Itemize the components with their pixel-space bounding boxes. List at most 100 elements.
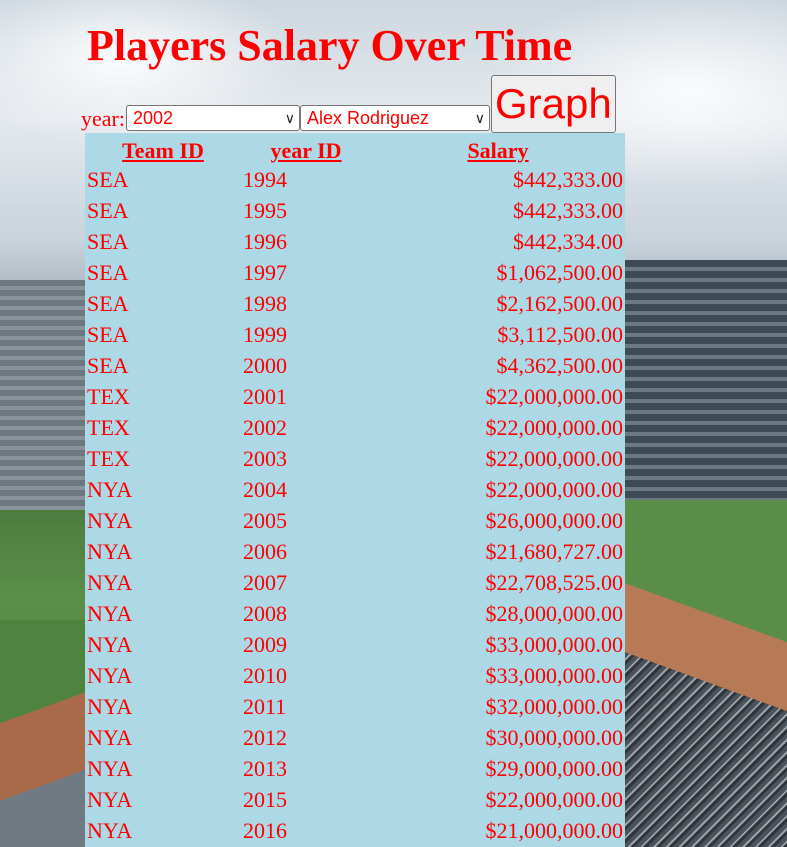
cell-salary: $4,362,500.00	[496, 352, 624, 378]
background-stands-left	[0, 280, 86, 510]
player-select[interactable]: Alex Rodriguez ∨	[299, 105, 490, 131]
cell-salary: $22,708,525.00	[485, 569, 624, 595]
table-row: TEX 2001 $22,000,000.00	[85, 381, 625, 412]
cell-salary: $3,112,500.00	[497, 321, 623, 347]
cell-salary: $32,000,000.00	[485, 693, 624, 719]
cell-team-id: NYA	[87, 569, 133, 595]
cell-year-id: 1999	[243, 321, 287, 347]
table-row: SEA 1997 $1,062,500.00	[85, 257, 625, 288]
cell-team-id: SEA	[87, 290, 129, 316]
cell-year-id: 2000	[243, 352, 287, 378]
cell-year-id: 2006	[243, 538, 287, 564]
cell-salary: $21,000,000.00	[485, 817, 624, 843]
cell-year-id: 2008	[243, 600, 287, 626]
cell-salary: $29,000,000.00	[485, 755, 624, 781]
cell-year-id: 2011	[243, 693, 287, 719]
cell-year-id: 1998	[243, 290, 287, 316]
cell-team-id: TEX	[87, 445, 130, 471]
player-select-value: Alex Rodriguez	[306, 107, 430, 128]
cell-salary: $1,062,500.00	[496, 259, 624, 285]
cell-year-id: 2002	[243, 414, 287, 440]
cell-team-id: NYA	[87, 662, 133, 688]
cell-team-id: NYA	[87, 600, 133, 626]
cell-team-id: SEA	[87, 321, 129, 347]
cell-team-id: TEX	[87, 414, 130, 440]
table-row: NYA 2011 $32,000,000.00	[85, 691, 625, 722]
cell-year-id: 2012	[243, 724, 287, 750]
cell-team-id: NYA	[87, 724, 133, 750]
cell-year-id: 2005	[243, 507, 287, 533]
header-team-id: Team ID	[122, 138, 204, 163]
table-row: SEA 1998 $2,162,500.00	[85, 288, 625, 319]
cell-year-id: 2015	[243, 786, 287, 812]
cell-year-id: 2004	[243, 476, 287, 502]
table-row: SEA 1995 $442,333.00	[85, 195, 625, 226]
table-row: TEX 2002 $22,000,000.00	[85, 412, 625, 443]
background-field-left	[0, 620, 86, 847]
cell-team-id: NYA	[87, 693, 133, 719]
cell-team-id: NYA	[87, 817, 133, 843]
table-row: NYA 2009 $33,000,000.00	[85, 629, 625, 660]
cell-team-id: SEA	[87, 352, 129, 378]
cell-salary: $22,000,000.00	[485, 445, 624, 471]
cell-team-id: SEA	[87, 228, 129, 254]
salary-table-container: Team ID year ID Salary SEA 1994 $442,333.0…	[85, 133, 625, 847]
year-select-value: 2002	[132, 107, 174, 128]
controls-bar: year: 2002 ∨ Alex Rodriguez ∨ Graph	[81, 75, 616, 133]
cell-team-id: NYA	[87, 507, 133, 533]
table-row: NYA 2012 $30,000,000.00	[85, 722, 625, 753]
header-salary: Salary	[467, 138, 529, 163]
table-row: NYA 2005 $26,000,000.00	[85, 505, 625, 536]
table-row: NYA 2006 $21,680,727.00	[85, 536, 625, 567]
table-row: NYA 2004 $22,000,000.00	[85, 474, 625, 505]
cell-team-id: SEA	[87, 166, 129, 192]
cell-year-id: 2013	[243, 755, 287, 781]
graph-button[interactable]: Graph	[490, 75, 616, 133]
table-header-row: Team ID year ID Salary	[85, 133, 625, 164]
table-row: SEA 1994 $442,333.00	[85, 164, 625, 195]
background-crowd-right	[625, 500, 787, 847]
cell-team-id: NYA	[87, 476, 133, 502]
cell-team-id: SEA	[87, 197, 129, 223]
header-year-id: year ID	[270, 138, 342, 163]
table-row: NYA 2013 $29,000,000.00	[85, 753, 625, 784]
cell-year-id: 1997	[243, 259, 287, 285]
cell-salary: $33,000,000.00	[485, 662, 624, 688]
cell-salary: $22,000,000.00	[485, 383, 624, 409]
cell-year-id: 2007	[243, 569, 287, 595]
cell-team-id: NYA	[87, 538, 133, 564]
cell-year-id: 1995	[243, 197, 287, 223]
table-row: SEA 1996 $442,334.00	[85, 226, 625, 257]
cell-team-id: TEX	[87, 383, 130, 409]
cell-team-id: NYA	[87, 786, 133, 812]
year-select[interactable]: 2002 ∨	[125, 105, 300, 131]
table-row: NYA 2015 $22,000,000.00	[85, 784, 625, 815]
table-row: NYA 2007 $22,708,525.00	[85, 567, 625, 598]
table-row: NYA 2016 $21,000,000.00	[85, 815, 625, 846]
cell-salary: $26,000,000.00	[485, 507, 624, 533]
cell-salary: $30,000,000.00	[485, 724, 624, 750]
page-title: Players Salary Over Time	[87, 21, 573, 70]
cell-salary: $442,334.00	[513, 228, 623, 254]
cell-year-id: 2016	[243, 817, 287, 843]
cell-year-id: 2009	[243, 631, 287, 657]
chevron-down-icon: ∨	[284, 109, 295, 126]
cell-salary: $22,000,000.00	[485, 476, 624, 502]
cell-year-id: 2010	[243, 662, 287, 688]
background-stands-right	[625, 260, 787, 500]
year-label: year:	[81, 106, 125, 131]
cell-salary: $2,162,500.00	[496, 290, 624, 316]
cell-salary: $28,000,000.00	[485, 600, 624, 626]
table-row: SEA 1999 $3,112,500.00	[85, 319, 625, 350]
table-row: TEX 2003 $22,000,000.00	[85, 443, 625, 474]
cell-year-id: 2001	[243, 383, 287, 409]
table-row: SEA 2000 $4,362,500.00	[85, 350, 625, 381]
cell-salary: $33,000,000.00	[485, 631, 624, 657]
cell-salary: $22,000,000.00	[485, 414, 624, 440]
table-row: NYA 2008 $28,000,000.00	[85, 598, 625, 629]
cell-salary: $22,000,000.00	[485, 786, 624, 812]
cell-salary: $442,333.00	[513, 197, 623, 223]
cell-salary: $21,680,727.00	[485, 538, 624, 564]
cell-team-id: SEA	[87, 259, 129, 285]
cell-team-id: NYA	[87, 631, 133, 657]
